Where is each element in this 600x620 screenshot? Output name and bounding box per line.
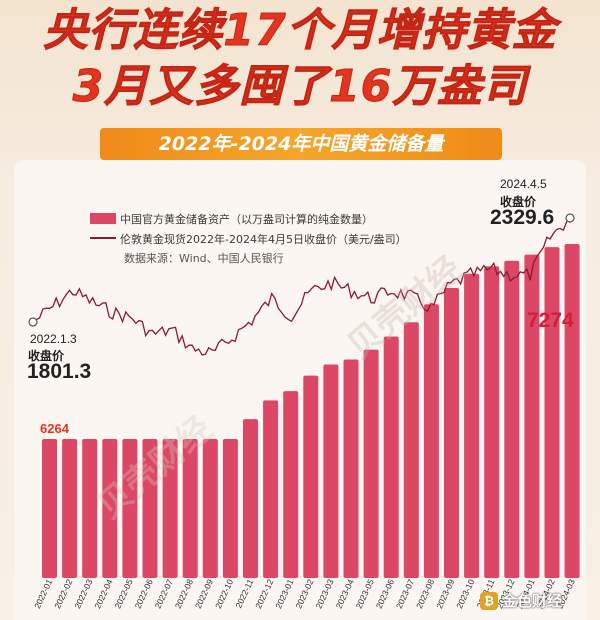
bar-2023-07 <box>403 322 419 578</box>
legend-bar-label: 中国官方黄金储备资产（以万盎司计算的纯金数量） <box>120 213 373 226</box>
x-tick-2023-02: 2023-02 <box>293 577 315 610</box>
legend-line-swatch <box>90 237 116 239</box>
bar-2022-02 <box>62 439 78 578</box>
x-tick-2022-09: 2022-09 <box>193 577 215 610</box>
start-label: 收盘价 <box>28 349 65 363</box>
x-tick-2022-02: 2022-02 <box>52 577 74 610</box>
bar-2023-09 <box>444 288 459 578</box>
start-date: 2022.1.3 <box>30 332 77 346</box>
x-tick-2022-10: 2022-10 <box>213 577 235 610</box>
x-tick-2023-04: 2023-04 <box>334 577 356 610</box>
x-tick-2023-05: 2023-05 <box>354 577 376 610</box>
bar-2023-10 <box>464 273 480 578</box>
data-source: 数据来源：Wind、中国人民银行 <box>124 252 284 265</box>
bar-2023-12 <box>504 260 520 578</box>
bar-2023-08 <box>423 304 439 578</box>
x-tick-2022-12: 2022-12 <box>253 577 275 610</box>
footer-logo: ₿ 金色财经 <box>480 590 562 611</box>
start-value: 1801.3 <box>27 360 92 383</box>
headline-line2: 3月又多囤了16万盎司 <box>72 61 528 112</box>
end-date: 2024.4.5 <box>500 177 547 191</box>
x-tick-2022-01: 2022-01 <box>32 577 54 610</box>
end-value: 2329.6 <box>490 206 555 229</box>
bar-2023-03 <box>323 364 339 578</box>
legend-bar-swatch <box>90 213 116 224</box>
bar-2022-07 <box>162 439 178 578</box>
legend-line: 伦敦黄金现货2022年-2024年4月5日收盘价（美元/盎司） <box>90 231 407 247</box>
bar-2022-10 <box>222 439 238 578</box>
bar-2023-05 <box>363 349 379 578</box>
x-tick-2023-06: 2023-06 <box>374 577 396 610</box>
chart-subtitle-banner: 2022年-2024年中国黄金储备量 <box>100 128 502 160</box>
bar-2022-06 <box>142 439 158 578</box>
bar-label-first: 6264 <box>40 421 69 436</box>
bar-2022-03 <box>82 439 98 578</box>
x-tick-2023-08: 2023-08 <box>414 577 436 610</box>
bar-2023-02 <box>303 375 319 578</box>
bar-2024-03 <box>564 244 580 578</box>
bar-2022-12 <box>263 400 279 578</box>
bar-2023-11 <box>484 266 500 578</box>
legend-line-label: 伦敦黄金现货2022年-2024年4月5日收盘价（美元/盎司） <box>120 233 407 246</box>
end-label: 收盘价 <box>500 195 537 209</box>
bar-2023-01 <box>283 391 299 578</box>
x-tick-2022-03: 2022-03 <box>72 577 94 610</box>
x-tick-2023-03: 2023-03 <box>313 577 335 610</box>
x-tick-2022-07: 2022-07 <box>153 577 175 610</box>
x-tick-2022-05: 2022-05 <box>112 577 134 610</box>
x-tick-2022-08: 2022-08 <box>173 577 195 610</box>
bar-2022-01 <box>42 439 57 578</box>
bar-2022-09 <box>202 439 218 578</box>
bar-2024-01 <box>524 254 540 578</box>
logo-text: 金色财经 <box>502 592 563 610</box>
price-line <box>32 217 571 356</box>
bar-2022-08 <box>182 439 198 578</box>
logo-icon: ₿ <box>480 591 498 610</box>
x-tick-2023-09: 2023-09 <box>434 577 456 610</box>
bar-label-last: 7274 <box>527 309 574 332</box>
bar-2022-11 <box>243 419 258 578</box>
price-start-marker <box>28 317 38 327</box>
bar-2023-04 <box>343 359 359 578</box>
bar-2023-06 <box>383 336 399 578</box>
price-end-marker <box>565 213 575 223</box>
x-tick-2022-06: 2022-06 <box>133 577 155 610</box>
bar-2024-02 <box>544 247 560 578</box>
bar-2022-05 <box>122 439 138 578</box>
x-tick-2023-10: 2023-10 <box>454 577 476 610</box>
legend-bars: 中国官方黄金储备资产（以万盎司计算的纯金数量） <box>90 211 373 227</box>
x-tick-2022-04: 2022-04 <box>92 577 114 610</box>
x-tick-2023-07: 2023-07 <box>394 577 416 610</box>
headline-line1: 央行连续17个月增持黄金 <box>43 5 557 56</box>
x-tick-2022-11: 2022-11 <box>233 577 255 609</box>
bar-2022-04 <box>102 439 118 578</box>
x-tick-2023-01: 2023-01 <box>273 577 295 610</box>
